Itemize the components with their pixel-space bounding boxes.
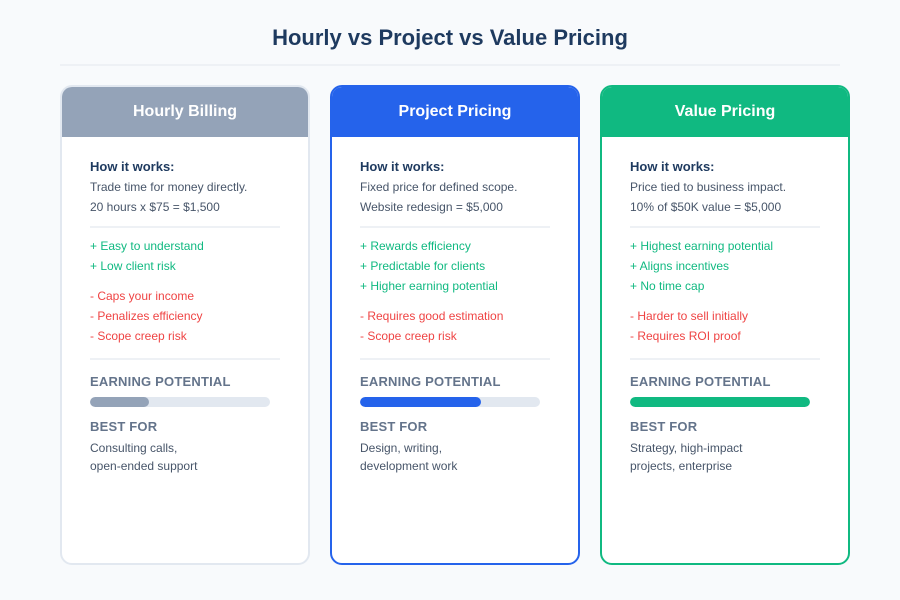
earning-potential-fill bbox=[360, 397, 481, 407]
pros-list: + Easy to understand + Low client risk bbox=[90, 236, 280, 276]
best-for-line: Strategy, high-impact bbox=[630, 441, 743, 455]
best-for-line: open-ended support bbox=[90, 459, 198, 473]
card-footer: EARNING POTENTIAL BEST FOR Design, writing… bbox=[360, 358, 550, 475]
best-for-line: Consulting calls, bbox=[90, 441, 178, 455]
best-for-text: Consulting calls, open-ended support bbox=[90, 439, 280, 475]
best-for-text: Design, writing, development work bbox=[360, 439, 550, 475]
con-item: - Caps your income bbox=[90, 289, 195, 303]
pros-list: + Rewards efficiency + Predictable for cl… bbox=[360, 236, 550, 296]
card-body: How it works: Trade time for money direct… bbox=[90, 157, 280, 346]
pricing-card-hourly-billing: Hourly Billing How it works: Trade time fo… bbox=[60, 85, 310, 565]
pro-item: + Higher earning potential bbox=[360, 279, 498, 293]
best-for-line: projects, enterprise bbox=[630, 459, 733, 473]
how-it-works-label: How it works: bbox=[630, 159, 715, 174]
how-it-works-text: Website redesign = $5,000 bbox=[360, 200, 503, 214]
card-footer: EARNING POTENTIAL BEST FOR Consulting call… bbox=[90, 358, 280, 475]
best-for-label: BEST FOR bbox=[90, 419, 158, 434]
pro-item: + Highest earning potential bbox=[630, 239, 774, 253]
section-divider bbox=[630, 226, 820, 228]
card-header: Hourly Billing bbox=[62, 87, 308, 137]
con-item: - Harder to sell initially bbox=[630, 309, 749, 323]
earning-potential-label: EARNING POTENTIAL bbox=[90, 374, 231, 389]
section-divider bbox=[90, 358, 280, 360]
how-it-works-text: Price tied to business impact. bbox=[630, 180, 787, 194]
pro-item: + Rewards efficiency bbox=[360, 239, 471, 253]
cons-list: - Caps your income - Penalizes efficiency… bbox=[90, 286, 280, 346]
best-for-label: BEST FOR bbox=[360, 419, 428, 434]
how-it-works-text: 10% of $50K value = $5,000 bbox=[630, 200, 782, 214]
card-header: Value Pricing bbox=[602, 87, 848, 137]
best-for-label: BEST FOR bbox=[630, 419, 698, 434]
page-title: Hourly vs Project vs Value Pricing bbox=[272, 25, 628, 50]
con-item: - Requires good estimation bbox=[360, 309, 504, 323]
earning-potential-label: EARNING POTENTIAL bbox=[360, 374, 501, 389]
con-item: - Penalizes efficiency bbox=[90, 309, 203, 323]
earning-potential-fill bbox=[630, 397, 810, 407]
pricing-card-value-pricing: Value Pricing How it works: Price tied to … bbox=[600, 85, 850, 565]
how-it-works-text: Fixed price for defined scope. bbox=[360, 180, 518, 194]
earning-potential-label: EARNING POTENTIAL bbox=[630, 374, 771, 389]
cons-list: - Requires good estimation - Scope creep … bbox=[360, 306, 550, 346]
section-divider bbox=[360, 358, 550, 360]
pro-item: + Low client risk bbox=[90, 259, 176, 273]
earning-potential-fill bbox=[90, 397, 150, 407]
pricing-card-project-pricing: Project Pricing How it works: Fixed price … bbox=[330, 85, 580, 565]
how-it-works-text: Trade time for money directly. bbox=[90, 180, 248, 194]
how-it-works-label: How it works: bbox=[90, 159, 175, 174]
con-item: - Requires ROI proof bbox=[630, 329, 741, 343]
card-header: Project Pricing bbox=[332, 87, 578, 137]
how-it-works-label: How it works: bbox=[360, 159, 445, 174]
con-item: - Scope creep risk bbox=[360, 329, 457, 343]
how-it-works-text: 20 hours x $75 = $1,500 bbox=[90, 200, 220, 214]
best-for-line: Design, writing, bbox=[360, 441, 443, 455]
section-divider bbox=[360, 226, 550, 228]
earning-potential-bar bbox=[90, 397, 270, 407]
pro-item: + Aligns incentives bbox=[630, 259, 730, 273]
section-divider bbox=[90, 226, 280, 228]
section-divider bbox=[630, 358, 820, 360]
pro-item: + No time cap bbox=[630, 279, 705, 293]
con-item: - Scope creep risk bbox=[90, 329, 187, 343]
card-body: How it works: Fixed price for defined sco… bbox=[360, 157, 550, 346]
earning-potential-bar bbox=[360, 397, 540, 407]
pro-item: + Easy to understand bbox=[90, 239, 204, 253]
title-divider bbox=[60, 64, 840, 66]
pro-item: + Predictable for clients bbox=[360, 259, 486, 273]
earning-potential-bar bbox=[630, 397, 810, 407]
cons-list: - Harder to sell initially - Requires ROI… bbox=[630, 306, 820, 346]
pros-list: + Highest earning potential + Aligns ince… bbox=[630, 236, 820, 296]
card-footer: EARNING POTENTIAL BEST FOR Strategy, high-… bbox=[630, 358, 820, 475]
best-for-line: development work bbox=[360, 459, 458, 473]
best-for-text: Strategy, high-impact projects, enterpris… bbox=[630, 439, 820, 475]
card-body: How it works: Price tied to business impa… bbox=[630, 157, 820, 346]
